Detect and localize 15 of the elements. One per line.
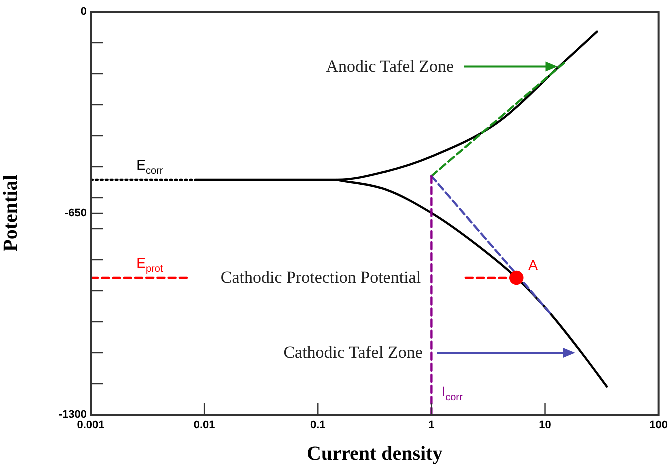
y-tick-label: -1300: [58, 409, 87, 422]
y-tick-label: 0: [80, 6, 87, 18]
annotation: A: [528, 256, 539, 273]
x-tick-label: 0.001: [77, 420, 105, 432]
y-tick-label: -650: [64, 208, 87, 220]
x-axis-title: Current density: [307, 443, 443, 466]
annotation: Cathodic Protection Potential: [220, 268, 422, 287]
x-tick-label: 0.1: [310, 420, 326, 432]
x-tick-label: 100: [650, 420, 668, 432]
annotation: Cathodic Tafel Zone: [284, 342, 423, 362]
annotation: Anodic Tafel Zone: [326, 56, 454, 76]
x-tick-label: 1: [428, 420, 435, 432]
y-axis-title: Potential: [0, 174, 22, 252]
x-tick-label: 10: [539, 420, 552, 432]
x-tick-label: 0.01: [194, 420, 216, 432]
